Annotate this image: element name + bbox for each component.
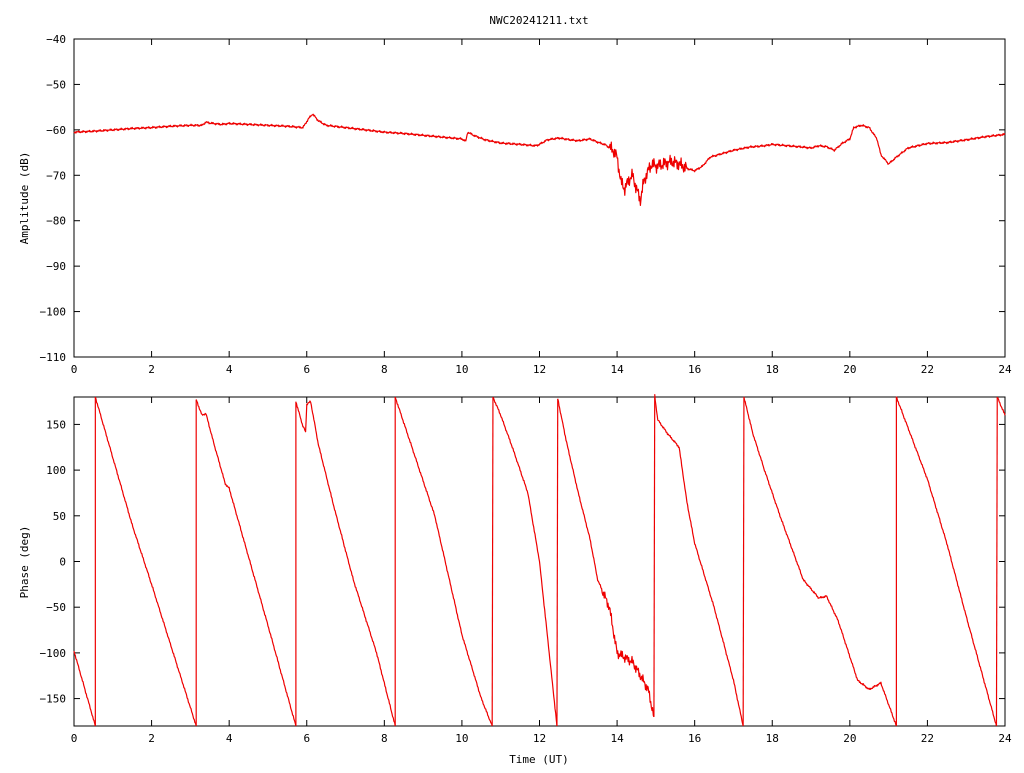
phase-x-tick-label: 8	[381, 732, 388, 745]
chart-title: NWC20241211.txt	[489, 14, 588, 27]
phase-trace	[394, 396, 493, 727]
phase-trace	[895, 396, 998, 727]
phase-y-tick-label: 50	[53, 510, 66, 523]
phase-x-tick-label: 20	[843, 732, 856, 745]
amplitude-y-axis-label: Amplitude (dB)	[18, 152, 31, 245]
phase-x-tick-label: 12	[533, 732, 546, 745]
phase-x-tick-label: 4	[226, 732, 233, 745]
phase-y-tick-label: 100	[46, 464, 66, 477]
x-axis-label: Time (UT)	[509, 753, 569, 766]
amplitude-x-tick-label: 22	[921, 363, 934, 376]
amplitude-y-tick-label: −40	[46, 33, 66, 46]
phase-trace	[557, 398, 655, 718]
phase-phase-wrap-line	[742, 396, 745, 727]
phase-x-tick-label: 2	[148, 732, 155, 745]
phase-phase-wrap-line	[653, 396, 656, 717]
amplitude-x-tick-label: 14	[610, 363, 624, 376]
phase-x-tick-label: 6	[303, 732, 310, 745]
phase-x-tick-label: 16	[688, 732, 701, 745]
phase-trace	[996, 396, 1006, 416]
phase-trace	[295, 400, 396, 727]
phase-y-tick-label: −50	[46, 601, 66, 614]
amplitude-x-tick-label: 8	[381, 363, 388, 376]
amplitude-x-tick-label: 0	[71, 363, 78, 376]
amplitude-y-tick-label: −80	[46, 215, 66, 228]
phase-x-tick-label: 24	[998, 732, 1012, 745]
amplitude-y-tick-label: −50	[46, 78, 66, 91]
phase-trace	[195, 399, 297, 727]
phase-y-axis-label: Phase (deg)	[18, 526, 31, 599]
amplitude-x-tick-label: 2	[148, 363, 155, 376]
phase-y-tick-label: 0	[59, 556, 66, 569]
phase-trace	[94, 396, 197, 727]
amplitude-plot-frame	[73, 38, 1006, 358]
amplitude-y-tick-label: −70	[46, 169, 66, 182]
amplitude-x-tick-label: 24	[998, 363, 1012, 376]
phase-x-tick-label: 22	[921, 732, 934, 745]
phase-x-tick-label: 0	[71, 732, 78, 745]
amplitude-x-tick-label: 18	[766, 363, 779, 376]
phase-trace	[492, 396, 558, 727]
amplitude-x-tick-label: 20	[843, 363, 856, 376]
amplitude-plot: 0 2 4 6 8 10 12 14 16 18 20 22 24−110−100−90−80−70−6…	[40, 33, 1012, 376]
phase-y-tick-label: −150	[40, 693, 67, 706]
amplitude-x-tick-label: 6	[303, 363, 310, 376]
amplitude-y-tick-label: −90	[46, 260, 66, 273]
amplitude-x-tick-label: 4	[226, 363, 233, 376]
amplitude-y-tick-label: −100	[40, 306, 67, 319]
amplitude-trace	[73, 113, 1006, 206]
amplitude-y-tick-label: −110	[40, 351, 67, 364]
phase-plot: 0 2 4 6 8 10 12 14 16 18 20 22 24−150−100−5005010015…	[40, 394, 1012, 745]
phase-x-tick-label: 10	[455, 732, 468, 745]
amplitude-x-tick-label: 16	[688, 363, 701, 376]
phase-phase-wrap-line	[995, 396, 998, 727]
phase-trace	[73, 650, 96, 727]
phase-phase-wrap-line	[491, 396, 494, 727]
phase-trace	[743, 396, 897, 727]
phase-x-tick-label: 18	[766, 732, 779, 745]
phase-phase-wrap-line	[556, 398, 559, 727]
phase-y-tick-label: −100	[40, 647, 67, 660]
phase-trace	[654, 394, 744, 727]
phase-x-tick-label: 14	[610, 732, 624, 745]
amplitude-y-tick-label: −60	[46, 124, 66, 137]
amplitude-x-tick-label: 12	[533, 363, 546, 376]
phase-y-tick-label: 150	[46, 418, 66, 431]
amplitude-x-tick-label: 10	[455, 363, 468, 376]
